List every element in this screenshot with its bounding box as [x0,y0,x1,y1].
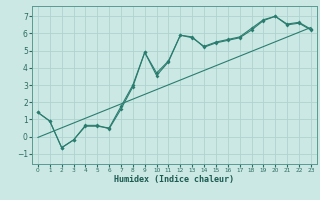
X-axis label: Humidex (Indice chaleur): Humidex (Indice chaleur) [115,175,234,184]
